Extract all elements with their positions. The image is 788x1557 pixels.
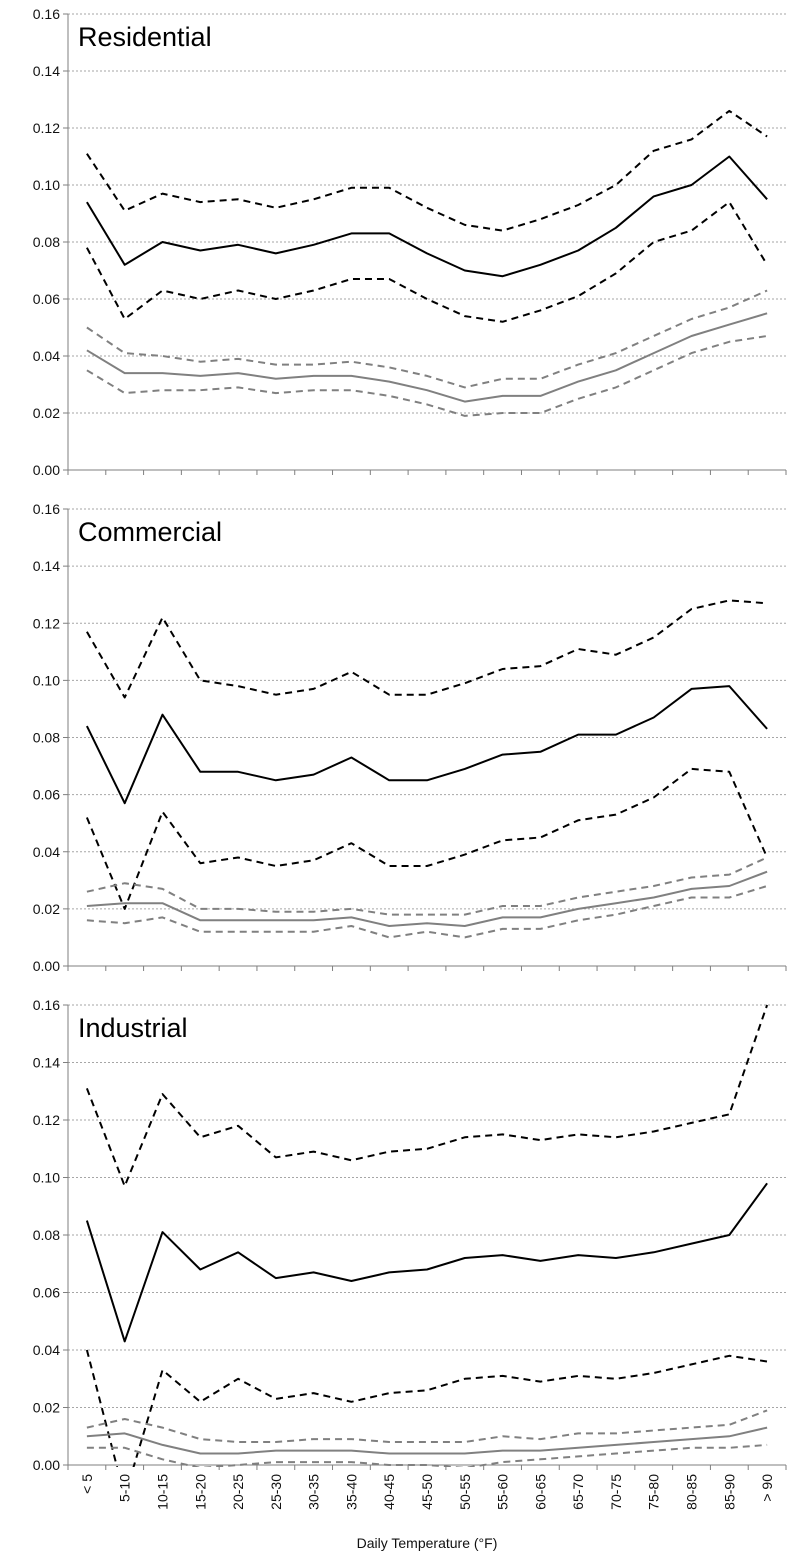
series-line-gray-dashed: [86, 335, 768, 417]
x-tick-label: < 5: [79, 1474, 95, 1494]
series-line-gray-dashed: [86, 1409, 768, 1443]
y-tick-label: 0.06: [33, 291, 60, 307]
y-tick-label: 0.08: [33, 1227, 60, 1243]
x-tick-label: 60-65: [532, 1474, 548, 1510]
y-tick-label: 0.14: [33, 63, 60, 79]
y-tick-label: 0.08: [33, 730, 60, 746]
y-tick-label: 0.12: [33, 615, 60, 631]
series-line-black-solid: [86, 685, 768, 805]
panel-residential: 0.00 0.02 0.04 0.06 0.08 0.10 0.12 0.14 0.16 Resi…: [33, 6, 787, 478]
y-tick-label: 0.16: [33, 997, 60, 1013]
series-line-gray-dashed: [86, 1443, 768, 1467]
y-tick-label: 0.14: [33, 1055, 60, 1071]
series-line-black-dashed: [86, 599, 768, 699]
series-line-black-solid: [86, 155, 768, 278]
series-line-gray-dashed: [86, 885, 768, 939]
x-tick-label: 10-15: [154, 1474, 170, 1510]
y-tick-label: 0.02: [33, 405, 60, 421]
y-tick-label: 0.16: [33, 501, 60, 517]
y-tick-label: 0.00: [33, 1457, 60, 1473]
y-tick-label: 0.00: [33, 958, 60, 974]
y-tick-label: 0.10: [33, 1170, 60, 1186]
panel-commercial: 0.00 0.02 0.04 0.06 0.08 0.10 0.12 0.14 0.16 Comm…: [33, 501, 787, 974]
x-tick-label: 55-60: [495, 1474, 511, 1510]
x-tick-label: 50-55: [457, 1474, 473, 1510]
series-line-black-dashed: [86, 201, 768, 323]
series-line-black-solid: [85, 1182, 768, 1343]
series-group: [85, 1004, 769, 1467]
series-line-gray-solid: [86, 870, 768, 927]
x-tick-label: 70-75: [608, 1474, 624, 1510]
y-tick-label: 0.06: [33, 787, 60, 803]
x-tick-label: 40-45: [381, 1474, 397, 1510]
y-tick-label: 0.04: [33, 1342, 60, 1358]
series-line-black-dashed: [85, 767, 769, 910]
panel-title: Residential: [78, 22, 212, 52]
y-tick-label: 0.04: [33, 844, 60, 860]
x-tick-label: 25-30: [268, 1474, 284, 1510]
x-tick-label: > 90: [759, 1474, 775, 1502]
y-tick-label: 0.06: [33, 1285, 60, 1301]
x-tick-label: 20-25: [230, 1474, 246, 1510]
panel-industrial: 0.00 0.02 0.04 0.06 0.08 0.10 0.12 0.14 0.16 Indu…: [33, 997, 787, 1473]
y-tick-label: 0.02: [33, 901, 60, 917]
series-group: [85, 599, 769, 939]
x-tick-label: 85-90: [721, 1474, 737, 1510]
series-line-gray-solid: [86, 312, 768, 403]
y-tick-label: 0.14: [33, 558, 60, 574]
x-tick-label: 5-10: [117, 1474, 133, 1502]
y-tick-label: 0.12: [33, 1112, 60, 1128]
y-tick-label: 0.10: [33, 672, 60, 688]
series-line-gray-solid: [86, 1426, 768, 1455]
y-tick-label: 0.08: [33, 234, 60, 250]
x-tick-label: 30-35: [306, 1474, 322, 1510]
y-tick-label: 0.02: [33, 1400, 60, 1416]
x-tick-label: 75-80: [646, 1474, 662, 1510]
x-tick-label: 35-40: [343, 1474, 359, 1510]
x-axis-label: Daily Temperature (°F): [357, 1535, 498, 1551]
y-tick-label: 0.16: [33, 6, 60, 22]
y-tick-label: 0.04: [33, 348, 60, 364]
series-line-gray-dashed: [86, 856, 768, 916]
series-line-black-dashed: [85, 1004, 769, 1188]
x-tick-label: 80-85: [684, 1474, 700, 1510]
x-tick-label: 65-70: [570, 1474, 586, 1510]
panel-title: Commercial: [78, 517, 222, 547]
series-group: [86, 109, 768, 417]
series-line-gray-dashed: [86, 289, 768, 389]
series-line-black-dashed: [86, 109, 768, 232]
y-tick-label: 0.00: [33, 462, 60, 478]
panel-title: Industrial: [78, 1013, 188, 1043]
y-tick-label: 0.12: [33, 120, 60, 136]
x-tick-label: 45-50: [419, 1474, 435, 1510]
x-tick-label: 15-20: [192, 1474, 208, 1510]
y-tick-label: 0.10: [33, 177, 60, 193]
